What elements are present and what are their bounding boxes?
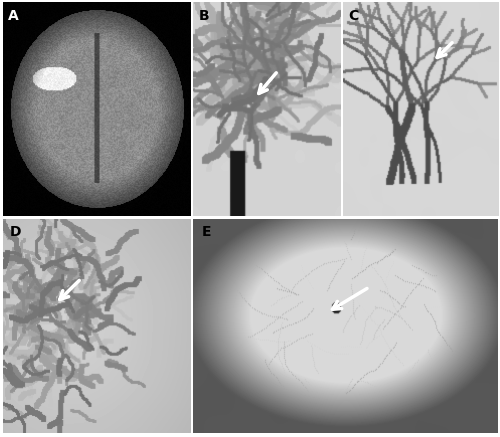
Text: B: B xyxy=(198,9,209,23)
Text: E: E xyxy=(202,225,211,239)
Text: A: A xyxy=(8,9,19,23)
Text: D: D xyxy=(10,225,22,239)
Text: C: C xyxy=(348,9,359,23)
